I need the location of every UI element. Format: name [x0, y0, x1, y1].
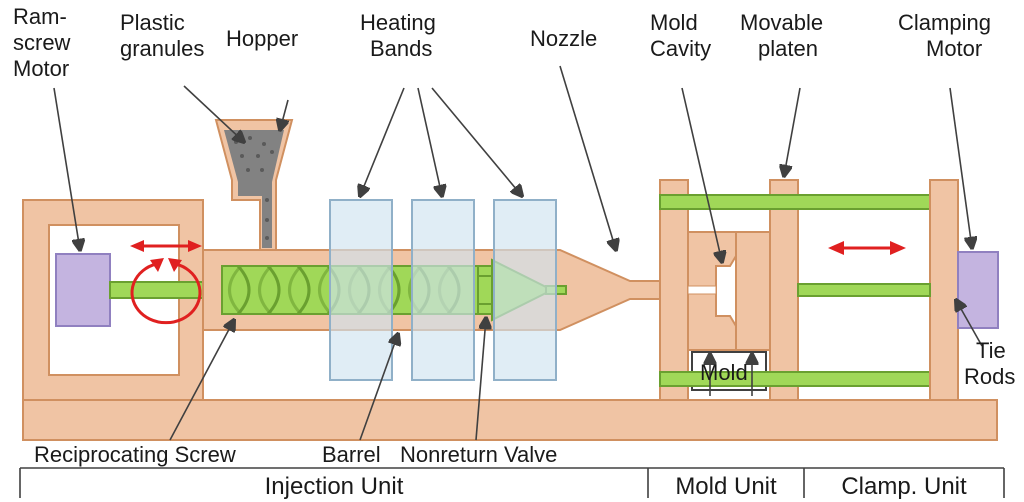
- label-ram-screw-motor-3: Motor: [13, 56, 69, 81]
- ram-screw-motor-housing: [23, 200, 203, 400]
- label-mold-cavity-2: Cavity: [650, 36, 711, 61]
- ram-screw-motor: [56, 254, 110, 326]
- label-mold: Mold: [700, 360, 748, 385]
- label-tie-rods-1: Tie: [976, 338, 1006, 363]
- label-tie-rods-2: Rods: [964, 364, 1015, 389]
- top-labels: Ram- screw Motor Plastic granules Hopper…: [13, 4, 991, 81]
- unit-labels: Injection Unit Mold Unit Clamp. Unit: [265, 473, 967, 500]
- label-ram-screw-motor-1: Ram-: [13, 4, 67, 29]
- label-plastic-granules-1: Plastic: [120, 10, 185, 35]
- bottom-labels: Reciprocating Screw Barrel Nonreturn Val…: [34, 442, 557, 467]
- heating-bands: [330, 200, 556, 380]
- label-movable-platen-2: platen: [758, 36, 818, 61]
- label-movable-platen-1: Movable: [740, 10, 823, 35]
- label-heating-bands-2: Bands: [370, 36, 432, 61]
- label-nozzle: Nozzle: [530, 26, 597, 51]
- label-barrel: Barrel: [322, 442, 381, 467]
- label-reciprocating-screw: Reciprocating Screw: [34, 442, 236, 467]
- label-mold-unit: Mold Unit: [675, 473, 777, 500]
- clamp-motion-arrow: [828, 241, 906, 255]
- label-clamping-motor-1: Clamping: [898, 10, 991, 35]
- base-plate: [23, 400, 997, 440]
- injection-molding-diagram: Ram- screw Motor Plastic granules Hopper…: [0, 0, 1024, 502]
- label-mold-cavity-1: Mold: [650, 10, 698, 35]
- label-heating-bands-1: Heating: [360, 10, 436, 35]
- mold-cavity: [716, 256, 736, 326]
- label-plastic-granules-2: granules: [120, 36, 204, 61]
- label-ram-screw-motor-2: screw: [13, 30, 71, 55]
- label-clamp-unit: Clamp. Unit: [841, 473, 967, 500]
- clamping-motor: [958, 252, 998, 328]
- label-clamping-motor-2: Motor: [926, 36, 982, 61]
- hopper: [216, 120, 292, 250]
- label-nonreturn-valve: Nonreturn Valve: [400, 442, 557, 467]
- label-hopper: Hopper: [226, 26, 298, 51]
- label-injection-unit: Injection Unit: [265, 473, 404, 500]
